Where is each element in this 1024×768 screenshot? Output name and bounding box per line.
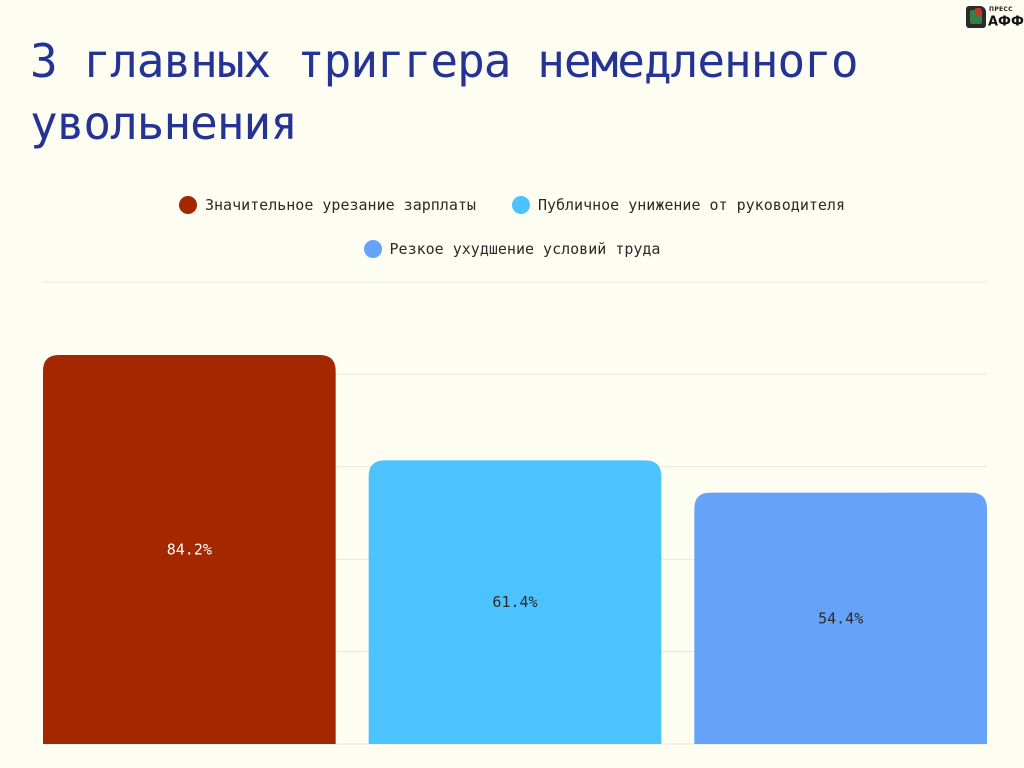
legend-swatch xyxy=(179,196,197,214)
brand-logo: ПРЕСС АФФ® xyxy=(966,4,1024,30)
legend-label: Резкое ухудшение условий труда xyxy=(389,240,661,258)
book-icon xyxy=(966,6,986,28)
brand-logo-name: АФФ xyxy=(988,14,1024,30)
brand-logo-top: ПРЕСС xyxy=(989,6,1013,13)
bar xyxy=(694,492,987,744)
legend-item: Публичное унижение от руководителя xyxy=(511,190,845,220)
chart-title: 3 главных триггера немедленного увольнен… xyxy=(30,34,859,150)
chart-legend: Значительное урезание зарплаты Публичное … xyxy=(0,190,1024,264)
bar-value-label: 54.4% xyxy=(818,609,863,627)
legend-label: Публичное унижение от руководителя xyxy=(537,196,845,214)
legend-label: Значительное урезание зарплаты xyxy=(205,196,476,214)
bar xyxy=(43,354,336,744)
bar xyxy=(368,460,662,744)
legend-item: Резкое ухудшение условий труда xyxy=(363,234,661,264)
legend-swatch xyxy=(511,196,530,214)
legend-item: Значительное урезание зарплаты xyxy=(179,190,476,220)
bar-value-label: 84.2% xyxy=(167,540,212,558)
bar-value-label: 61.4% xyxy=(492,593,537,611)
legend-swatch xyxy=(363,240,382,258)
